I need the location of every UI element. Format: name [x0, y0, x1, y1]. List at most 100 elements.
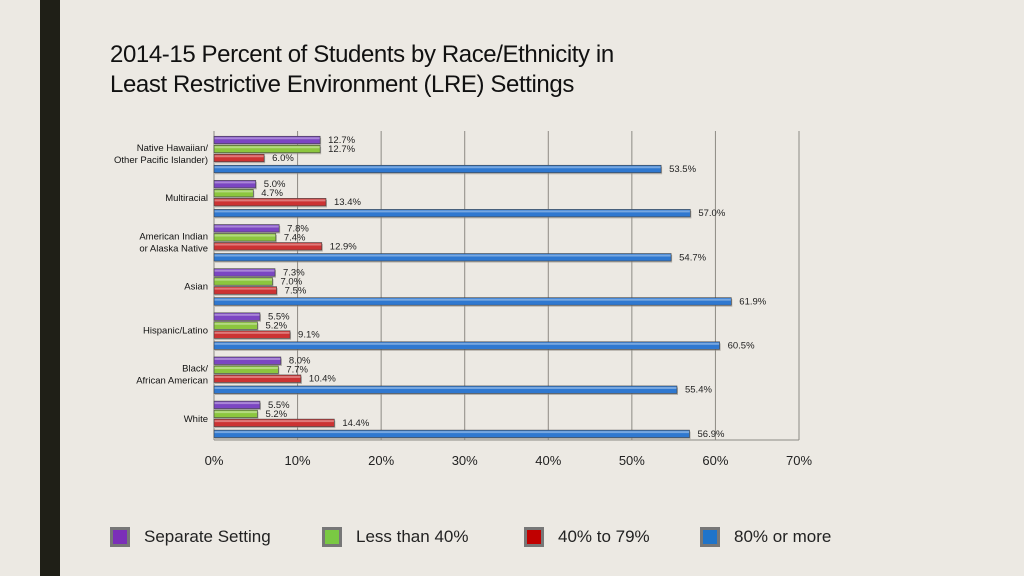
legend-item-separate-setting: Separate Setting: [110, 525, 271, 549]
data-label: 14.4%: [342, 418, 369, 429]
data-label: 61.9%: [739, 296, 766, 307]
category-label: Asian: [184, 281, 208, 292]
data-label: 55.4%: [685, 385, 712, 396]
bar-highlight: [214, 146, 320, 149]
category-label: Black/African American: [136, 364, 208, 387]
data-label: 5.2%: [265, 321, 287, 332]
category-label-line: Hispanic/Latino: [143, 326, 208, 337]
data-label: 7.8%: [287, 223, 309, 234]
x-tick-label: 70%: [786, 453, 812, 468]
bar-80-or-more: [213, 297, 732, 306]
bar-highlight: [214, 166, 661, 169]
bar-highlight: [214, 322, 257, 325]
bar-highlight: [214, 234, 276, 237]
bar-separate-setting: [213, 268, 276, 277]
data-label: 12.9%: [330, 241, 357, 252]
legend-swatch: [524, 527, 544, 547]
data-label: 8.0%: [289, 356, 311, 367]
bar-less-than-40: [213, 365, 279, 374]
x-tick-label: 0%: [205, 453, 224, 468]
bar-highlight: [214, 225, 279, 228]
bar-highlight: [214, 210, 690, 213]
bar-less-than-40: [213, 409, 258, 418]
x-tick-label: 20%: [368, 453, 394, 468]
bar-highlight: [214, 181, 256, 184]
bar-40-to-79: [213, 418, 335, 427]
slide-title: 2014-15 Percent of Students by Race/Ethn…: [110, 40, 614, 100]
x-tick-label: 10%: [285, 453, 311, 468]
slide-accent-bar: [40, 0, 60, 576]
data-label: 10.4%: [309, 374, 336, 385]
bar-highlight: [214, 366, 278, 369]
x-tick-label: 50%: [619, 453, 645, 468]
data-label: 7.3%: [283, 267, 305, 278]
x-tick-label: 30%: [452, 453, 478, 468]
bar-highlight: [214, 269, 275, 272]
data-label: 13.4%: [334, 197, 361, 208]
data-label: 57.0%: [698, 208, 725, 219]
bar-less-than-40: [213, 277, 273, 286]
legend-label: Separate Setting: [144, 527, 271, 546]
bar-40-to-79: [213, 198, 327, 207]
data-label: 12.7%: [328, 135, 355, 146]
bar-40-to-79: [213, 153, 265, 163]
bar-highlight: [214, 357, 281, 360]
data-label: 5.5%: [268, 400, 290, 411]
category-label-line: or Alaska Native: [139, 243, 208, 254]
category-label-line: Native Hawaiian/: [137, 143, 209, 154]
data-label: 9.1%: [298, 330, 320, 341]
category-label: White: [184, 414, 208, 425]
legend-label: 40% to 79%: [558, 527, 650, 546]
bar-highlight: [214, 331, 290, 334]
category-label-line: Black/: [182, 364, 208, 375]
data-label: 4.7%: [261, 188, 283, 199]
data-label: 7.5%: [285, 285, 307, 296]
category-label-line: African American: [136, 376, 208, 387]
bar-highlight: [214, 420, 334, 423]
bar-80-or-more: [213, 164, 662, 174]
bar-highlight: [214, 137, 320, 140]
bar-less-than-40: [213, 233, 277, 242]
bar-highlight: [214, 342, 720, 345]
bar-separate-setting: [213, 135, 321, 145]
bar-40-to-79: [213, 242, 323, 251]
data-label: 54.7%: [679, 252, 706, 263]
category-label-line: White: [184, 414, 208, 425]
legend-swatch: [110, 527, 130, 547]
x-tick-label: 40%: [535, 453, 561, 468]
bar-less-than-40: [213, 189, 254, 198]
data-label: 5.5%: [268, 312, 290, 323]
bar-highlight: [214, 375, 301, 378]
data-label: 7.0%: [281, 276, 303, 287]
data-label: 60.5%: [728, 341, 755, 352]
bar-highlight: [214, 243, 322, 246]
bar-highlight: [214, 254, 671, 257]
category-label-line: Multiracial: [165, 193, 208, 204]
legend-item-80-or-more: 80% or more: [700, 525, 831, 549]
category-label-line: American Indian: [139, 231, 208, 242]
data-label: 56.9%: [698, 429, 725, 440]
bar-highlight: [214, 298, 731, 301]
x-tick-label: 60%: [702, 453, 728, 468]
legend-label: Less than 40%: [356, 527, 469, 546]
data-label: 53.5%: [669, 164, 696, 175]
category-label: Multiracial: [165, 193, 208, 204]
bar-highlight: [214, 199, 326, 202]
category-label-line: Other Pacific Islander): [114, 155, 208, 166]
bar-highlight: [214, 386, 677, 389]
bar-80-or-more: [213, 385, 678, 394]
bar-40-to-79: [213, 330, 291, 339]
bar-40-to-79: [213, 286, 277, 295]
data-label: 7.7%: [286, 365, 308, 376]
data-label: 5.2%: [265, 409, 287, 420]
data-label: 5.0%: [264, 179, 286, 190]
bar-highlight: [214, 190, 253, 193]
slide-title-line-1: 2014-15 Percent of Students by Race/Ethn…: [110, 41, 614, 68]
bar-80-or-more: [213, 341, 720, 350]
bar-highlight: [214, 313, 260, 316]
legend-item-less-than-40: Less than 40%: [322, 525, 468, 549]
category-label: Hispanic/Latino: [143, 326, 208, 337]
legend-swatch: [700, 527, 720, 547]
category-label-line: Asian: [184, 281, 208, 292]
